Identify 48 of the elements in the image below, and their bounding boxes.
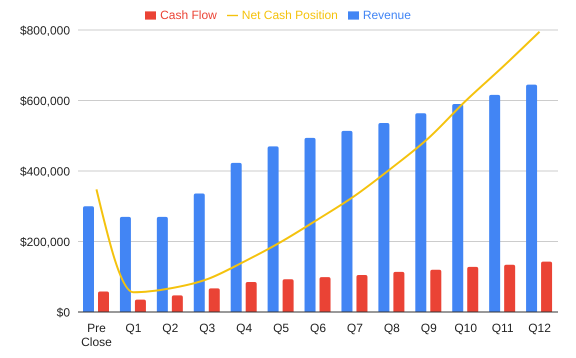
x-tick-label: Pre Close [81, 321, 112, 349]
bar [230, 162, 242, 312]
bar [98, 292, 109, 312]
x-tick-label: Q4 [236, 321, 252, 335]
legend-label: Net Cash Position [242, 8, 338, 22]
bar [415, 113, 426, 312]
bar [208, 288, 220, 312]
bar [526, 84, 538, 312]
legend-label: Revenue [362, 8, 411, 22]
bar [489, 94, 500, 312]
bar [282, 279, 294, 312]
bar [120, 216, 131, 312]
bar [172, 295, 183, 312]
bar [467, 266, 478, 312]
bar [194, 194, 205, 312]
bar [356, 274, 368, 312]
bar [393, 272, 404, 312]
bar [378, 123, 390, 312]
x-tick-label: Q12 [528, 321, 552, 335]
bar [83, 206, 94, 312]
bar [304, 138, 316, 312]
bar [430, 270, 442, 312]
x-tick-label: Q5 [273, 321, 290, 335]
x-tick-label: Q9 [420, 321, 438, 335]
bar [268, 146, 279, 312]
x-tick-label: Q6 [310, 321, 326, 335]
x-tick-label: Q1 [125, 321, 142, 335]
x-tick-label: Q8 [384, 321, 400, 335]
line-series [95, 30, 541, 294]
bar [341, 130, 352, 312]
legend-label: Cash Flow [160, 8, 217, 22]
x-tick-label: Q10 [454, 321, 478, 335]
x-tick-label: Q2 [162, 321, 179, 335]
bar [504, 264, 516, 312]
bar [541, 262, 552, 312]
x-tick-label: Q7 [346, 321, 364, 335]
bar [246, 282, 257, 312]
x-tick-label: Q11 [492, 321, 514, 335]
bar [452, 104, 464, 312]
x-tick-label: Q3 [199, 321, 216, 335]
y-tick-label: $200,000 [20, 234, 70, 249]
bar [320, 277, 331, 312]
y-tick-label: $800,000 [20, 23, 70, 38]
y-tick-label: $400,000 [20, 164, 70, 178]
y-tick-label: $600,000 [20, 94, 70, 108]
bar [156, 216, 168, 312]
bar [134, 300, 146, 312]
y-tick-label: $0 [56, 305, 70, 320]
